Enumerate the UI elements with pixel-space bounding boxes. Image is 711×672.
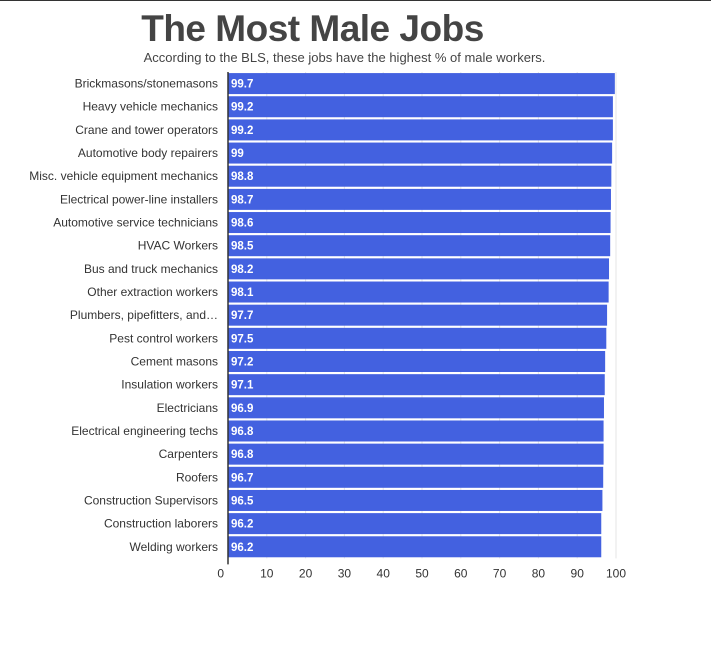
- x-axis-ticks: 0 10 20 30 40 50 60 70 80 90 100: [217, 566, 626, 580]
- data-label: 97.1: [231, 380, 254, 392]
- bar: [228, 489, 603, 511]
- bar: [228, 397, 604, 419]
- bar: [228, 536, 602, 558]
- bar: [228, 165, 612, 187]
- top-border: [0, 0, 711, 1]
- bar: [228, 96, 613, 118]
- bar: [228, 420, 604, 442]
- chart-subtitle: According to the BLS, these jobs have th…: [0, 50, 711, 65]
- category-label: Roofers: [176, 470, 218, 484]
- data-label: 97.5: [231, 333, 254, 345]
- data-label: 97.7: [231, 310, 253, 322]
- data-label: 96.2: [231, 542, 253, 554]
- data-label: 98.8: [231, 171, 254, 183]
- x-tick-label: 90: [571, 566, 585, 580]
- bar: [228, 374, 605, 396]
- category-label: Automotive service technicians: [53, 216, 218, 230]
- data-label: 98.7: [231, 194, 253, 206]
- data-label: 99.2: [231, 102, 253, 114]
- bar: [228, 212, 611, 234]
- category-label: Automotive body repairers: [78, 146, 218, 160]
- bar: [228, 327, 607, 349]
- data-label: 99.7: [231, 79, 253, 91]
- bar: [228, 235, 611, 257]
- category-label: Other extraction workers: [87, 285, 218, 299]
- chart-title: The Most Male Jobs: [0, 8, 711, 50]
- category-label: Electrical engineering techs: [71, 424, 218, 438]
- data-label: 99: [231, 148, 244, 160]
- category-label: Heavy vehicle mechanics: [83, 100, 218, 114]
- category-label: Construction laborers: [104, 517, 218, 531]
- data-label: 96.7: [231, 472, 253, 484]
- category-label: Brickmasons/stonemasons: [75, 77, 218, 91]
- category-label: HVAC Workers: [138, 239, 218, 253]
- data-label: 96.5: [231, 495, 254, 507]
- x-tick-label: 50: [415, 566, 429, 580]
- x-tick-label: 0: [217, 566, 224, 580]
- category-label: Insulation workers: [121, 378, 218, 392]
- data-label: 99.2: [231, 125, 253, 137]
- x-tick-label: 70: [493, 566, 507, 580]
- category-label: Carpenters: [159, 447, 218, 461]
- chart-subtitle-text: According to the BLS, these jobs have th…: [143, 50, 546, 65]
- data-label: 98.1: [231, 287, 254, 299]
- bar: [228, 281, 609, 303]
- data-label: 98.6: [231, 218, 253, 230]
- category-label: Construction Supervisors: [84, 493, 218, 507]
- data-label: 98.5: [231, 241, 254, 253]
- x-tick-label: 100: [606, 566, 626, 580]
- x-tick-label: 10: [260, 566, 274, 580]
- data-label: 96.8: [231, 426, 254, 438]
- category-label: Welding workers: [130, 540, 218, 554]
- category-label: Crane and tower operators: [75, 123, 218, 137]
- x-tick-label: 30: [338, 566, 352, 580]
- data-label: 96.8: [231, 449, 254, 461]
- bar: [228, 73, 615, 95]
- bar: [228, 119, 613, 141]
- chart-title-text: The Most Male Jobs: [141, 8, 484, 49]
- category-labels: Brickmasons/stonemasons Heavy vehicle mec…: [29, 77, 218, 554]
- category-label: Electrical power-line installers: [60, 192, 218, 206]
- data-label: 96.9: [231, 403, 253, 415]
- value-labels: 99.7 99.2 99.2 99 98.8 98.7 98.6 98.5 98.2 98.1 97…: [231, 79, 254, 554]
- bar: [228, 188, 611, 210]
- x-tick-label: 40: [377, 566, 391, 580]
- category-label: Plumbers, pipefitters, and…: [70, 308, 218, 322]
- x-tick-label: 20: [299, 566, 313, 580]
- bar: [228, 466, 604, 488]
- bar: [228, 258, 610, 280]
- data-label: 98.2: [231, 264, 253, 276]
- bar: [228, 142, 613, 164]
- category-label: Electricians: [157, 401, 218, 415]
- x-tick-label: 60: [454, 566, 468, 580]
- data-label: 97.2: [231, 357, 253, 369]
- category-label: Bus and truck mechanics: [84, 262, 218, 276]
- data-label: 96.2: [231, 519, 253, 531]
- x-tick-label: 80: [532, 566, 546, 580]
- category-label: Pest control workers: [109, 331, 218, 345]
- bar: [228, 513, 602, 535]
- bar: [228, 351, 606, 372]
- category-label: Misc. vehicle equipment mechanics: [29, 169, 218, 183]
- bar: [228, 443, 604, 465]
- category-label: Cement masons: [131, 355, 218, 369]
- bar: [228, 304, 608, 326]
- bars: [228, 73, 615, 558]
